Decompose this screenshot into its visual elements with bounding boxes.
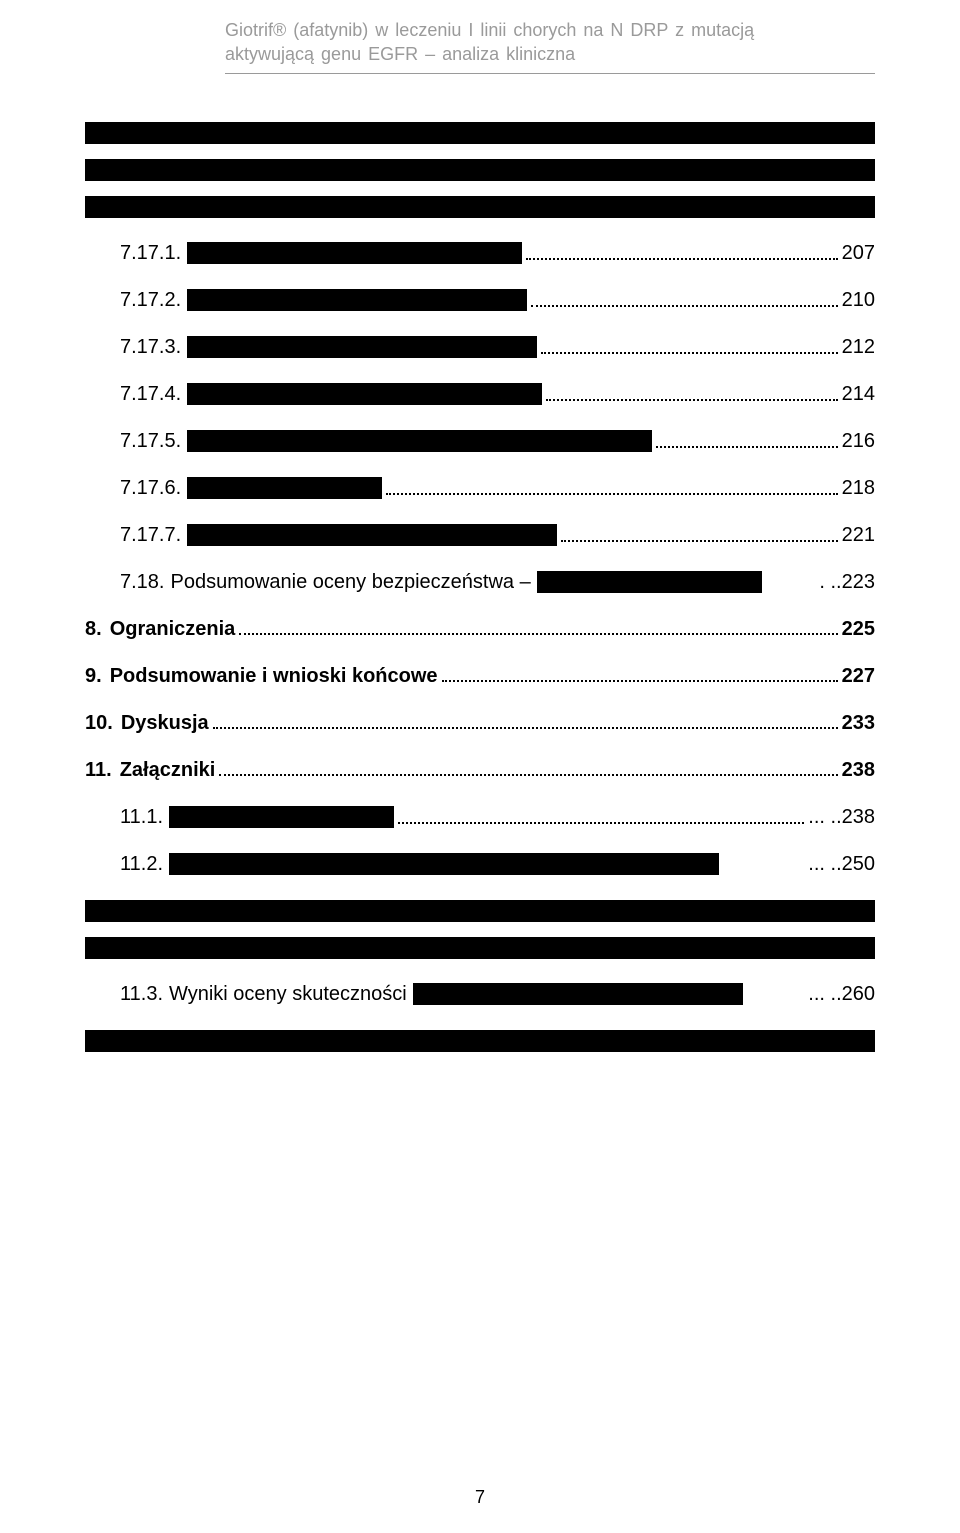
toc-dots xyxy=(541,340,837,354)
toc-row: 7.17.7. 221 xyxy=(85,524,875,547)
toc-dots xyxy=(219,762,837,776)
toc-row: 11.3. Wyniki oceny skuteczności ... ..260 xyxy=(85,983,875,1006)
redaction-bar xyxy=(187,430,652,452)
toc-page: 214 xyxy=(842,383,875,406)
toc-row xyxy=(85,1030,875,1052)
toc-page: 233 xyxy=(842,712,875,735)
redaction-bar xyxy=(187,289,527,311)
toc-page: 210 xyxy=(842,289,875,312)
toc-number: 7.17.5. xyxy=(85,430,181,453)
redaction-bar xyxy=(187,336,537,358)
redaction-bar xyxy=(537,571,762,593)
redaction-bar xyxy=(85,937,875,959)
redaction-bar xyxy=(413,983,743,1005)
toc-row: 11.1. ... ..238 xyxy=(85,806,875,829)
toc-row: 10.Dyskusja 233 xyxy=(85,712,875,735)
toc-dots xyxy=(239,621,837,635)
toc-page: 207 xyxy=(842,242,875,265)
toc-row: 8.Ograniczenia 225 xyxy=(85,618,875,641)
toc-number: 7.17.1. xyxy=(85,242,181,265)
toc-page: 221 xyxy=(842,524,875,547)
toc-page: 250 xyxy=(842,853,875,876)
redaction-bar xyxy=(169,806,394,828)
toc-content: 7.17.1. 207 7.17.2. 210 7.17.3. 212 7.17.4. 214… xyxy=(85,82,875,1052)
toc-number: 9. xyxy=(85,665,110,688)
toc-number: 7.17.6. xyxy=(85,477,181,500)
toc-dots xyxy=(526,246,837,260)
toc-page: 223 xyxy=(842,571,875,594)
toc-dots xyxy=(561,528,837,542)
toc-number: 7.17.2. xyxy=(85,289,181,312)
toc-row xyxy=(85,196,875,218)
header-title-line2: aktywującą genu EGFR – analiza kliniczna xyxy=(225,42,875,66)
redaction-bar xyxy=(187,524,557,546)
toc-page: 227 xyxy=(842,665,875,688)
toc-number: 11.2. xyxy=(85,853,163,876)
toc-text: Załączniki xyxy=(120,759,216,782)
toc-number: 7.18. xyxy=(85,571,164,594)
toc-number: 11.3. xyxy=(85,983,163,1006)
toc-dots xyxy=(386,481,837,495)
redaction-bar xyxy=(85,196,875,218)
toc-text: Wyniki oceny skuteczności xyxy=(169,983,407,1006)
header-underline xyxy=(225,73,875,74)
toc-dots xyxy=(546,387,837,401)
toc-number: 11.1. xyxy=(85,806,163,829)
toc-row: 7.17.5. 216 xyxy=(85,430,875,453)
toc-text: Ograniczenia xyxy=(110,618,236,641)
toc-number: 8. xyxy=(85,618,110,641)
toc-dots xyxy=(442,668,838,682)
toc-suffix: . .. xyxy=(819,571,841,594)
toc-number: 7.17.7. xyxy=(85,524,181,547)
redaction-bar xyxy=(187,242,522,264)
toc-dots xyxy=(213,715,838,729)
toc-row: 7.18. Podsumowanie oceny bezpieczeństwa –… xyxy=(85,571,875,594)
toc-page: 225 xyxy=(842,618,875,641)
toc-page: 238 xyxy=(842,759,875,782)
toc-dots xyxy=(531,293,837,307)
redaction-bar xyxy=(85,159,875,181)
toc-row: 7.17.1. 207 xyxy=(85,242,875,265)
toc-page: 216 xyxy=(842,430,875,453)
toc-row: 7.17.3. 212 xyxy=(85,336,875,359)
toc-row: 7.17.4. 214 xyxy=(85,383,875,406)
toc-row: 11.Załączniki 238 xyxy=(85,759,875,782)
toc-row xyxy=(85,900,875,922)
toc-row: 11.2. ... ..250 xyxy=(85,853,875,876)
toc-text: Podsumowanie oceny bezpieczeństwa – xyxy=(170,571,530,594)
toc-text: Podsumowanie i wnioski końcowe xyxy=(110,665,438,688)
toc-page: 218 xyxy=(842,477,875,500)
toc-row xyxy=(85,159,875,181)
redaction-bar xyxy=(169,853,719,875)
toc-text: Dyskusja xyxy=(121,712,209,735)
document-header: Giotrif® (afatynib) w leczeniu I linii c… xyxy=(85,0,875,82)
redaction-bar xyxy=(85,122,875,144)
toc-page: 238 xyxy=(842,806,875,829)
toc-suffix: ... .. xyxy=(808,983,841,1006)
redaction-bar xyxy=(187,383,542,405)
toc-page: 260 xyxy=(842,983,875,1006)
toc-number: 7.17.3. xyxy=(85,336,181,359)
toc-number: 7.17.4. xyxy=(85,383,181,406)
redaction-bar xyxy=(187,477,382,499)
redaction-bar xyxy=(85,1030,875,1052)
toc-page: 212 xyxy=(842,336,875,359)
toc-number: 10. xyxy=(85,712,121,735)
toc-dots xyxy=(398,810,804,824)
toc-suffix: ... .. xyxy=(808,853,841,876)
toc-row: 7.17.6. 218 xyxy=(85,477,875,500)
toc-row: 7.17.2. 210 xyxy=(85,289,875,312)
toc-dots xyxy=(656,434,837,448)
toc-suffix: ... .. xyxy=(808,806,841,829)
toc-number: 11. xyxy=(85,759,120,782)
toc-row xyxy=(85,122,875,144)
redaction-bar xyxy=(85,900,875,922)
header-title-line1: Giotrif® (afatynib) w leczeniu I linii c… xyxy=(225,18,875,42)
toc-row xyxy=(85,937,875,959)
toc-row: 9.Podsumowanie i wnioski końcowe 227 xyxy=(85,665,875,688)
page-number: 7 xyxy=(0,1487,960,1508)
